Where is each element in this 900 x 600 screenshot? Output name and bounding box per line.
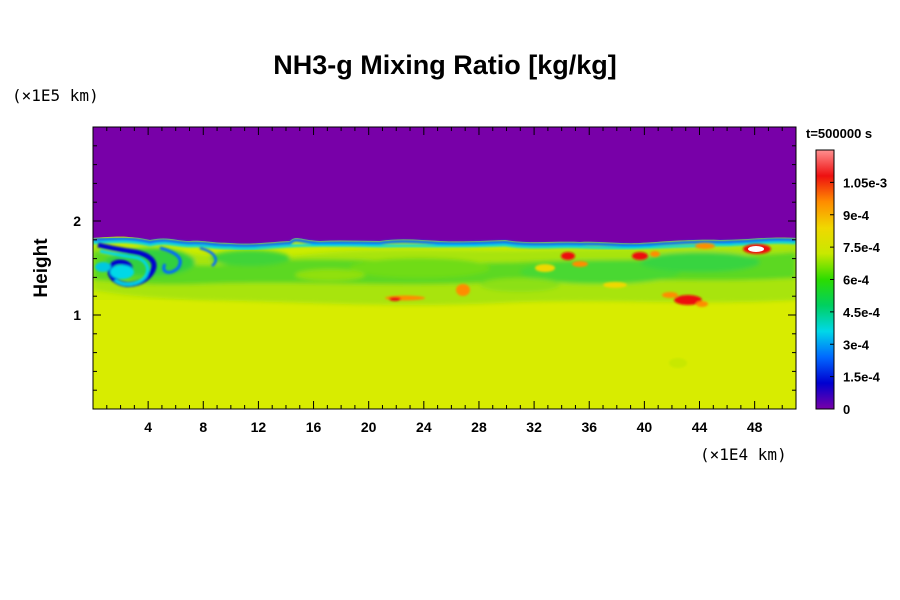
x-tick-label: 20: [361, 419, 377, 435]
y-unit-label: (×1E5 km): [12, 86, 99, 105]
plot-frame: [92, 126, 797, 410]
peak-spot: [748, 246, 764, 252]
x-tick-label: 4: [144, 419, 152, 435]
x-tick-label: 32: [526, 419, 542, 435]
left-vortex: [95, 242, 217, 287]
x-tick-label: 48: [747, 419, 763, 435]
heatmap-field: [93, 127, 796, 409]
colorbar-tick-label: 0: [843, 402, 850, 417]
x-tick-label: 44: [692, 419, 708, 435]
y-tick-labels: 12: [73, 213, 81, 323]
turbulent-band: [93, 243, 796, 305]
x-tick-label: 12: [251, 419, 267, 435]
x-tick-labels: 4 8 12 16 20 24 28 32 36 40 44 48: [144, 419, 762, 435]
green-patch: [669, 358, 687, 368]
y-axis-ticks: [93, 145, 796, 391]
x-tick-label: 8: [199, 419, 207, 435]
front-edge: [93, 237, 796, 250]
x-tick-label: 40: [637, 419, 653, 435]
colorbar-tick-label: 9e-4: [843, 208, 870, 223]
colorbar-tick-label: 6e-4: [843, 273, 870, 288]
colorbar-tick-label: 3e-4: [843, 337, 870, 352]
chart-title: NH3-g Mixing Ratio [kg/kg]: [273, 50, 617, 80]
upper-region: [93, 127, 796, 244]
hotspots: [385, 243, 771, 307]
x-tick-label: 16: [306, 419, 322, 435]
y-axis-label: Height: [31, 238, 52, 298]
colorbar-ticks: 0 1.5e-4 3e-4 4.5e-4 6e-4 7.5e-4 9e-4 1.05e-3: [830, 175, 887, 417]
colorbar-tick-label: 1.05e-3: [843, 175, 887, 190]
colorbar-tick-label: 7.5e-4: [843, 240, 881, 255]
time-label: t=500000 s: [806, 126, 872, 141]
x-axis-ticks: [106, 127, 783, 409]
x-tick-label: 28: [471, 419, 487, 435]
lower-region: [93, 300, 796, 409]
x-tick-label: 24: [416, 419, 432, 435]
y-tick-label: 1: [73, 307, 81, 323]
colorbar-tick-label: 4.5e-4: [843, 305, 881, 320]
y-tick-label: 2: [73, 213, 81, 229]
x-tick-label: 36: [581, 419, 597, 435]
x-unit-label: (×1E4 km): [700, 445, 787, 464]
colorbar-tick-label: 1.5e-4: [843, 370, 881, 385]
